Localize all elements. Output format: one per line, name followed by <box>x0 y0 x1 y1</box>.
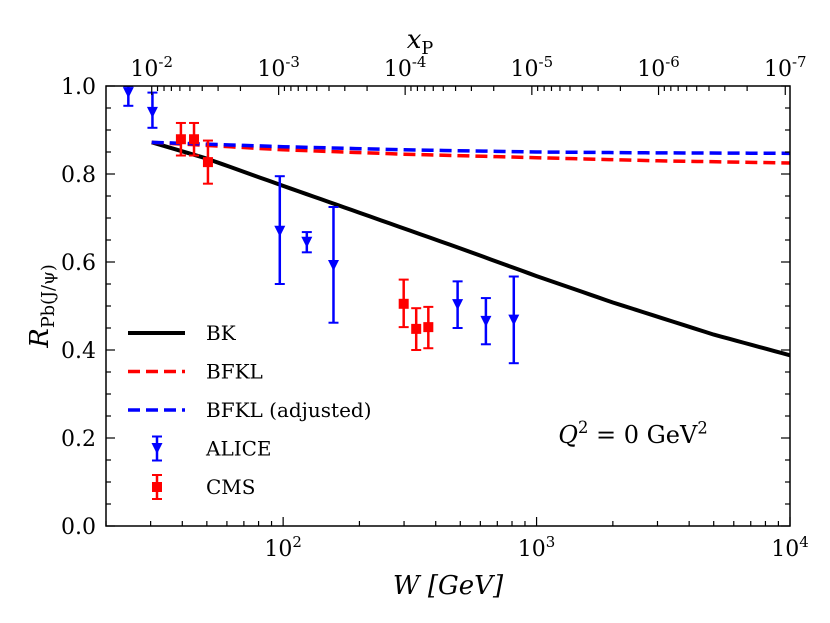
cms-marker <box>152 482 162 492</box>
curve-layer <box>151 140 790 358</box>
legend-entry-bfkl-adjusted: BFKL (adjusted) <box>128 398 372 422</box>
y-tick-label: 0.2 <box>61 427 96 452</box>
series-bfkl-line <box>151 140 790 165</box>
y-tick-label: 1.0 <box>61 75 96 100</box>
legend-label: BK <box>206 321 237 345</box>
x-tick-label: 103 <box>518 533 556 562</box>
cms-marker <box>175 134 186 145</box>
label-layer: 102 103 104 0.0 0.2 0.4 0.6 0.8 1.0 10-2 10-3 10-4 1… <box>25 25 809 601</box>
alice-marker <box>301 236 313 248</box>
alice-point <box>508 275 520 365</box>
cms-point <box>398 278 409 329</box>
cms-point <box>423 305 434 350</box>
alice-marker <box>274 225 286 237</box>
top-axis-label: xP <box>407 25 434 59</box>
cms-point <box>175 121 186 157</box>
legend-entry-bfkl: BFKL <box>128 360 263 384</box>
series-bfkl-adjusted-line <box>151 140 790 156</box>
cms-marker <box>411 323 422 334</box>
alice-point <box>480 297 492 346</box>
alice-marker <box>122 87 134 99</box>
legend-entry-alice: ALICE <box>151 435 272 462</box>
alice-point <box>327 206 339 324</box>
alice-point <box>452 280 464 329</box>
alice-point <box>146 91 158 129</box>
alice-marker <box>327 260 339 272</box>
legend-entry-cms: CMS <box>152 474 255 500</box>
legend: BK BFKL BFKL (adjusted) ALICE CMS <box>128 321 372 500</box>
cms-point <box>202 139 213 185</box>
cms-point <box>411 307 422 351</box>
top-tick-label: 10-7 <box>764 53 807 82</box>
y-tick-label: 0.8 <box>61 163 96 188</box>
top-tick-label: 10-4 <box>384 53 427 82</box>
cms-point <box>189 121 200 157</box>
top-tick-label: 10-2 <box>130 53 173 82</box>
y-axis-label: RPb(J/ψ) <box>25 264 59 348</box>
x-tick-label: 104 <box>771 533 809 562</box>
alice-marker <box>508 314 520 326</box>
tick-layer <box>105 85 791 527</box>
cms-marker <box>423 322 434 333</box>
alice-marker <box>146 106 158 118</box>
legend-entry-bk: BK <box>128 321 237 345</box>
legend-label: CMS <box>206 475 255 499</box>
series-bk-line <box>151 140 790 358</box>
cms-marker <box>398 298 409 309</box>
cms-marker <box>189 134 200 145</box>
top-tick-label: 10-3 <box>257 53 300 82</box>
y-tick-label: 0.0 <box>61 515 96 540</box>
alice-marker <box>480 315 492 327</box>
x-axis-label: W [GeV] <box>393 571 504 601</box>
x-tick-label: 102 <box>264 533 302 562</box>
alice-marker <box>452 299 464 311</box>
y-tick-label: 0.6 <box>61 251 96 276</box>
top-tick-label: 10-5 <box>511 53 554 82</box>
alice-point <box>274 175 286 285</box>
legend-label: BFKL (adjusted) <box>206 398 372 422</box>
legend-label: BFKL <box>206 360 263 384</box>
datapoint-layer <box>122 86 520 365</box>
legend-label: ALICE <box>205 437 272 461</box>
alice-point <box>301 231 313 254</box>
alice-marker <box>151 443 163 454</box>
cms-marker <box>202 157 213 168</box>
q2-annotation: Q2 = 0 GeV2 <box>558 418 707 449</box>
top-tick-label: 10-6 <box>637 53 680 82</box>
alice-point <box>122 86 134 107</box>
y-tick-label: 0.4 <box>61 339 96 364</box>
